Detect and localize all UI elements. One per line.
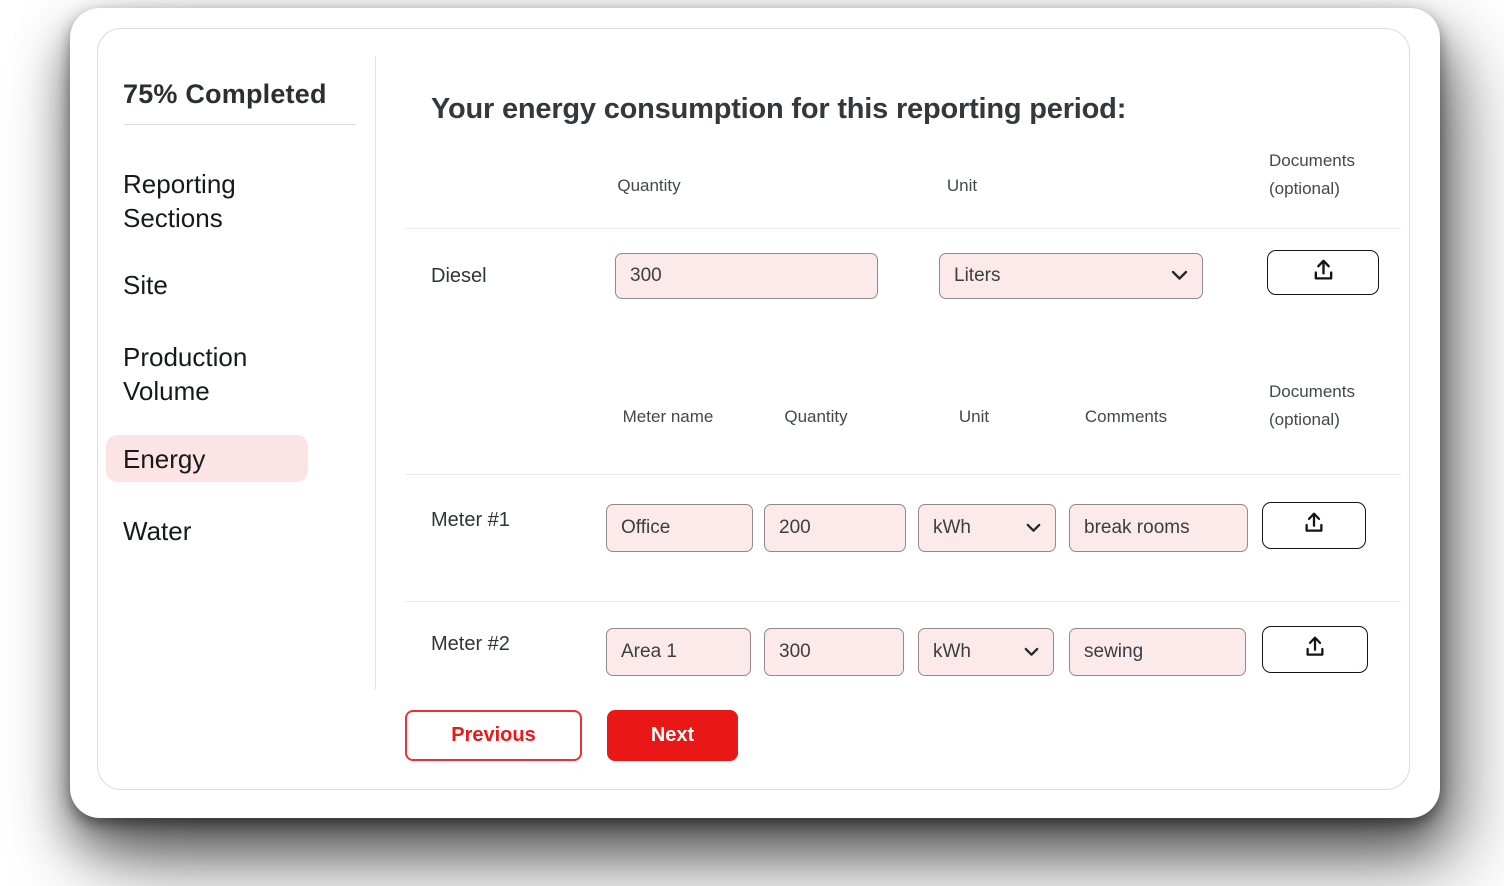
meter2-row-label: Meter #2 xyxy=(431,633,510,655)
meter1-comments-input[interactable] xyxy=(1069,504,1248,552)
sidebar-item-reporting-sections[interactable]: Reporting Sections xyxy=(123,169,236,233)
sidebar-item-site[interactable]: Site xyxy=(123,270,168,300)
meter-documents-header: Documents (optional) xyxy=(1269,382,1355,429)
diesel-unit-select[interactable]: Liters xyxy=(939,253,1203,299)
meter2-name-input[interactable] xyxy=(606,628,751,676)
page-title: Your energy consumption for this reporti… xyxy=(431,93,1127,125)
meter1-name-input[interactable] xyxy=(606,504,753,552)
chevron-down-icon xyxy=(1026,517,1041,539)
diesel-quantity-input[interactable] xyxy=(615,253,878,299)
fuel-documents-header: Documents (optional) xyxy=(1269,151,1355,198)
sidebar-item-water[interactable]: Water xyxy=(123,516,192,546)
fuel-row-label: Diesel xyxy=(431,265,487,287)
meter2-unit-value: kWh xyxy=(933,641,971,662)
meter-comments-header: Comments xyxy=(1084,407,1168,426)
upload-icon xyxy=(1310,257,1337,289)
fuel-unit-header: Unit xyxy=(946,176,978,195)
meter-unit-header: Unit xyxy=(958,407,990,426)
meter-quantity-header: Quantity xyxy=(784,407,848,426)
main-content: Your energy consumption for this reporti… xyxy=(405,29,1411,789)
meter1-upload-button[interactable] xyxy=(1262,502,1366,549)
previous-button[interactable]: Previous xyxy=(405,710,582,761)
diesel-unit-value: Liters xyxy=(954,265,1001,286)
divider xyxy=(405,601,1401,602)
chevron-down-icon xyxy=(1171,265,1188,287)
sidebar: 75% Completed Reporting Sections Site Pr… xyxy=(98,56,376,689)
chevron-down-icon xyxy=(1024,641,1039,663)
meter1-row-label: Meter #1 xyxy=(431,509,510,531)
next-button[interactable]: Next xyxy=(607,710,738,761)
divider xyxy=(405,228,1401,229)
form-panel: 75% Completed Reporting Sections Site Pr… xyxy=(97,28,1410,790)
meter-name-header: Meter name xyxy=(622,407,714,426)
diesel-upload-button[interactable] xyxy=(1267,250,1379,295)
sidebar-item-production-volume[interactable]: Production Volume xyxy=(123,342,248,406)
progress-label: 75% Completed xyxy=(123,79,327,109)
sidebar-item-energy[interactable]: Energy xyxy=(106,435,308,482)
sidebar-divider xyxy=(123,124,356,125)
meter2-unit-select[interactable]: kWh xyxy=(918,628,1054,676)
app-card: 75% Completed Reporting Sections Site Pr… xyxy=(70,8,1440,818)
meter1-unit-select[interactable]: kWh xyxy=(918,504,1056,552)
meter2-comments-input[interactable] xyxy=(1069,628,1246,676)
fuel-quantity-header: Quantity xyxy=(617,176,681,195)
meter2-quantity-input[interactable] xyxy=(764,628,904,676)
sidebar-nav: Reporting Sections Site Production Volum… xyxy=(106,167,375,548)
divider xyxy=(405,474,1401,475)
upload-icon xyxy=(1301,510,1327,541)
upload-icon xyxy=(1302,634,1328,665)
meter1-quantity-input[interactable] xyxy=(764,504,906,552)
meter1-unit-value: kWh xyxy=(933,517,971,538)
meter2-upload-button[interactable] xyxy=(1262,626,1368,673)
